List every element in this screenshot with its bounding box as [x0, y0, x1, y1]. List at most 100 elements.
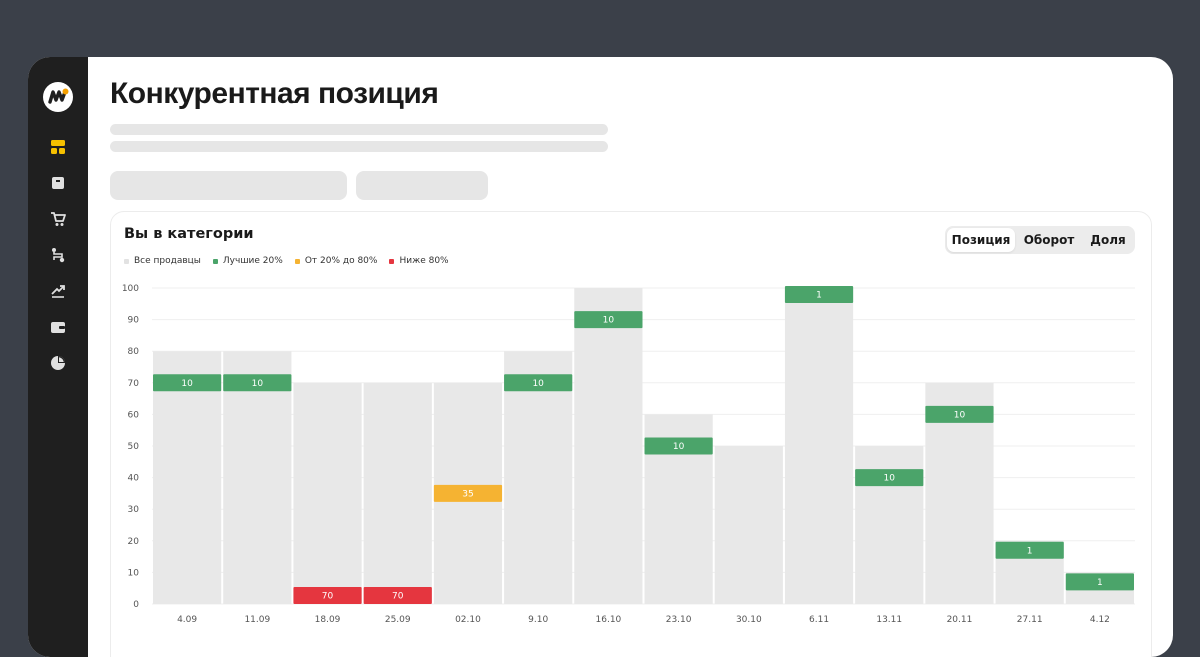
y-tick-label: 90: [128, 316, 140, 326]
x-tick-label: 16.10: [596, 615, 622, 625]
y-tick-label: 70: [128, 379, 140, 389]
position-label: 70: [392, 592, 404, 602]
page-title: Конкурентная позиция: [110, 77, 439, 110]
main-content: Конкурентная позиция Вы в категории Все …: [88, 57, 1173, 657]
legend-swatch: [389, 258, 395, 264]
route-icon: [50, 247, 66, 267]
legend-swatch: [124, 258, 129, 264]
y-tick-label: 80: [128, 347, 140, 357]
legend-item-top20: Лучшие 20%: [212, 256, 283, 266]
pie-chart-icon: [50, 355, 66, 375]
sidebar-item-finance[interactable]: [40, 311, 76, 347]
position-marker: [223, 374, 292, 392]
legend-item-all-sellers: Все продавцы: [124, 256, 201, 266]
all-sellers-bar: [574, 288, 643, 604]
x-tick-label: 11.09: [244, 615, 270, 625]
all-sellers-bar: [153, 351, 222, 604]
y-tick-label: 40: [128, 474, 140, 484]
x-tick-label: 13.11: [876, 615, 902, 625]
chart-legend: Все продавцы Лучшие 20% От 20% до 80% Ни…: [124, 256, 449, 266]
x-tick-label: 25.09: [385, 615, 411, 625]
position-marker: [433, 484, 503, 502]
box-icon: [50, 175, 66, 195]
sidebar: [28, 57, 88, 657]
x-tick-label: 20.11: [947, 615, 973, 625]
y-tick-label: 0: [133, 600, 139, 610]
position-bar-chart: 0 10 20 30 40 50 60 70 80 90 100 10 4.09 10 11.09 70 18.…: [122, 284, 1135, 625]
x-tick-label: 4.09: [177, 615, 197, 625]
all-sellers-bar: [504, 351, 573, 604]
app-window: Конкурентная позиция Вы в категории Все …: [28, 57, 1173, 657]
dashboard-icon: [50, 139, 66, 159]
legend-swatch: [294, 258, 300, 264]
position-label: 70: [322, 592, 334, 602]
position-label: 10: [954, 410, 966, 420]
logo-icon: [40, 79, 76, 115]
x-tick-label: 27.11: [1017, 615, 1043, 625]
position-marker: [363, 587, 432, 604]
sidebar-item-logistics[interactable]: [40, 239, 76, 275]
skeleton-text-line: [110, 141, 608, 152]
legend-label: От 20% до 80%: [304, 256, 378, 266]
sidebar-item-products[interactable]: [40, 167, 76, 203]
y-tick-label: 60: [128, 410, 140, 420]
tab-share[interactable]: Доля: [1090, 233, 1126, 247]
position-label: 35: [462, 489, 473, 499]
x-tick-label: 6.11: [809, 615, 829, 625]
position-marker: [925, 405, 994, 423]
x-tick-label: 18.09: [315, 615, 341, 625]
position-label: 1: [1097, 578, 1103, 588]
tab-turnover[interactable]: Оборот: [1023, 233, 1075, 247]
legend-label: Лучшие 20%: [222, 256, 283, 266]
position-marker: [153, 374, 222, 392]
position-label: 1: [1027, 546, 1033, 556]
y-tick-label: 20: [128, 537, 140, 547]
all-sellers-bar: [223, 351, 292, 604]
all-sellers-bar: [363, 382, 432, 604]
position-marker: [293, 587, 362, 604]
metric-toggle: Позиция Оборот Доля: [945, 226, 1135, 254]
position-label: 10: [603, 316, 615, 326]
legend-item-mid: От 20% до 80%: [294, 256, 378, 266]
y-tick-label: 10: [128, 568, 140, 578]
all-sellers-bar: [293, 382, 362, 604]
position-marker: [504, 374, 573, 392]
sidebar-item-reports[interactable]: [40, 347, 76, 383]
position-marker: [644, 437, 713, 455]
card-title: Вы в категории: [124, 226, 254, 242]
y-tick-label: 100: [122, 284, 139, 294]
skeleton-button: [356, 171, 488, 200]
position-label: 10: [532, 379, 544, 389]
legend-item-bottom: Ниже 80%: [389, 256, 449, 266]
legend-label: Все продавцы: [134, 256, 201, 266]
position-label: 10: [252, 379, 264, 389]
position-marker: [784, 286, 854, 303]
all-sellers-bar: [714, 446, 783, 604]
sidebar-item-orders[interactable]: [40, 203, 76, 239]
category-position-card: Вы в категории Все продавцы Лучшие 20% О…: [110, 211, 1152, 657]
y-tick-label: 30: [128, 505, 140, 515]
position-label: 10: [181, 379, 193, 389]
sidebar-item-dashboard[interactable]: [40, 131, 76, 167]
all-sellers-bar: [784, 288, 854, 604]
cart-icon: [50, 211, 66, 231]
position-label: 1: [816, 291, 822, 301]
x-tick-label: 30.10: [736, 615, 762, 625]
tab-position[interactable]: Позиция: [947, 228, 1015, 252]
wallet-icon: [50, 319, 66, 339]
position-marker: [995, 541, 1064, 559]
legend-swatch: [212, 258, 218, 264]
x-tick-label: 02.10: [455, 615, 481, 625]
skeleton-text-line: [110, 124, 608, 135]
x-tick-label: 4.12: [1090, 615, 1110, 625]
position-label: 10: [884, 474, 896, 484]
skeleton-button: [110, 171, 347, 200]
position-marker: [574, 311, 643, 329]
position-label: 10: [673, 442, 685, 452]
legend-label: Ниже 80%: [399, 256, 449, 266]
sidebar-item-analytics[interactable]: [40, 275, 76, 311]
position-marker: [1065, 573, 1134, 591]
x-tick-label: 23.10: [666, 615, 692, 625]
position-marker: [855, 469, 924, 487]
trend-icon: [50, 283, 66, 303]
